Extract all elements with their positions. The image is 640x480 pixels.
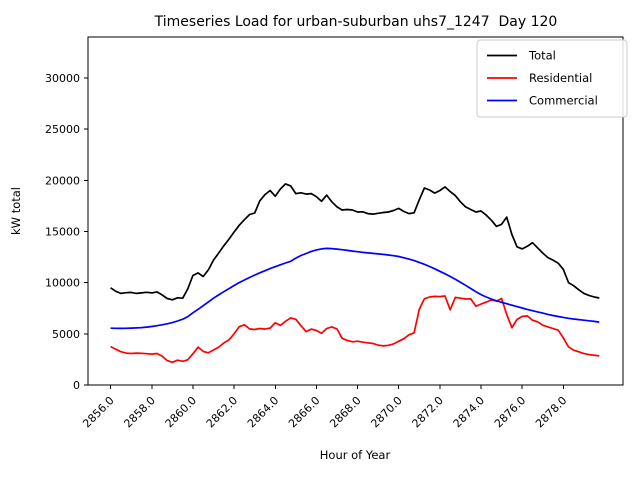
x-tick-label: 2870.0 <box>368 394 404 430</box>
x-tick-label: 2878.0 <box>533 394 569 430</box>
y-tick-label: 10000 <box>45 277 80 290</box>
x-tick-label: 2874.0 <box>451 394 487 430</box>
x-axis-ticks: 2856.0 2858.0 2860.0 2862.0 2864.0 2866.0 2868… <box>80 385 569 430</box>
x-tick-label: 2862.0 <box>204 394 240 430</box>
legend-label: Commercial <box>529 94 598 108</box>
legend-box <box>476 39 628 118</box>
data-series <box>110 183 600 364</box>
y-tick-label: 20000 <box>45 174 80 187</box>
series-line-residential <box>110 295 600 364</box>
x-tick-label: 2872.0 <box>410 394 446 430</box>
x-tick-label: 2868.0 <box>327 394 363 430</box>
legend-label: Total <box>528 49 556 63</box>
series-line-commercial <box>110 247 600 330</box>
series-line-total <box>110 183 600 301</box>
y-axis-label: kW total <box>9 187 23 235</box>
x-tick-label: 2860.0 <box>163 394 199 430</box>
plot-area-border <box>87 36 624 386</box>
legend-label: Residential <box>529 71 592 85</box>
y-tick-label: 5000 <box>52 328 80 341</box>
x-tick-label: 2856.0 <box>80 394 116 430</box>
x-axis-label: Hour of Year <box>320 448 391 462</box>
y-tick-label: 30000 <box>45 72 80 85</box>
chart-title: Timeseries Load for urban-suburban uhs7_… <box>154 14 558 30</box>
y-axis-ticks: 0 5000 10000 15000 20000 25000 30000 <box>45 72 88 392</box>
x-tick-label: 2866.0 <box>286 394 322 430</box>
x-tick-label: 2864.0 <box>245 394 281 430</box>
y-tick-label: 15000 <box>45 225 80 238</box>
legend: Total Residential Commercial <box>476 39 628 118</box>
y-tick-label: 25000 <box>45 123 80 136</box>
x-tick-label: 2858.0 <box>121 394 157 430</box>
x-tick-label: 2876.0 <box>492 394 528 430</box>
y-tick-label: 0 <box>73 379 80 392</box>
